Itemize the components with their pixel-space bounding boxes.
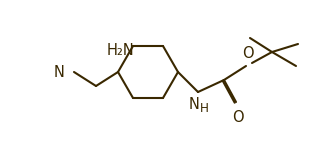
Text: O: O: [242, 46, 254, 61]
Text: N: N: [188, 97, 199, 112]
Text: H: H: [200, 102, 209, 115]
Text: O: O: [232, 110, 244, 125]
Text: N: N: [53, 64, 64, 80]
Text: H₂N: H₂N: [106, 43, 134, 58]
